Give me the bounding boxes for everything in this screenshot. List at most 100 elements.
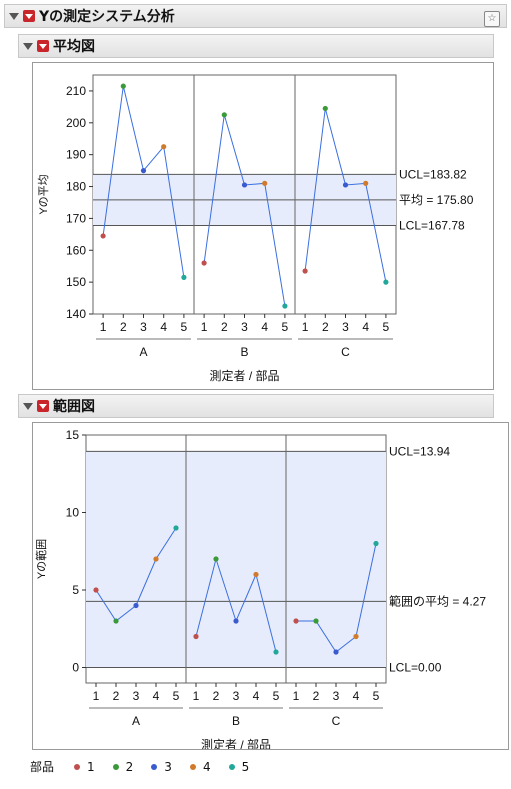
- data-point: [113, 618, 119, 624]
- data-point: [241, 182, 248, 188]
- mean-chart-panel: UCL=183.82 平均 = 175.80 LCL=167.78 140 150 160…: [32, 62, 494, 390]
- data-point: [221, 112, 227, 118]
- data-point: [93, 587, 99, 593]
- data-point: [233, 618, 239, 624]
- mean-chart: UCL=183.82 平均 = 175.80 LCL=167.78 140 150 160…: [37, 74, 474, 383]
- group-label: A: [132, 714, 140, 728]
- data-point: [120, 83, 126, 89]
- mean-chart-header[interactable]: 平均図: [18, 34, 494, 58]
- x-tick-label: 3: [333, 689, 340, 703]
- x-tick-label: 5: [181, 320, 188, 334]
- data-point: [213, 556, 219, 562]
- collapse-icon[interactable]: [9, 12, 19, 20]
- data-point: [293, 618, 299, 624]
- x-tick-label: 4: [253, 689, 260, 703]
- red-triangle-menu-icon[interactable]: [37, 400, 49, 412]
- data-point: [342, 182, 349, 188]
- x-tick-label: 1: [302, 320, 309, 334]
- data-point: [282, 303, 288, 309]
- data-point: [383, 279, 389, 285]
- y-axis-label: Yの範囲: [34, 539, 48, 579]
- x-tick-label: 2: [313, 689, 320, 703]
- mean-chart-title: 平均図: [53, 39, 95, 55]
- x-tick-label: 1: [100, 320, 107, 334]
- y-tick-label: 210: [66, 84, 86, 98]
- collapse-icon[interactable]: [23, 42, 33, 50]
- y-tick-label: 200: [66, 116, 86, 130]
- center-label: 平均 = 175.80: [399, 193, 474, 207]
- legend-dot-icon: [189, 763, 196, 770]
- group-label: B: [232, 714, 240, 728]
- data-point: [201, 260, 207, 266]
- x-tick-label: 2: [213, 689, 220, 703]
- x-tick-label: 4: [153, 689, 160, 703]
- x-tick-label: 1: [293, 689, 300, 703]
- group-label: C: [332, 714, 341, 728]
- data-point: [140, 168, 147, 174]
- y-tick-label: 5: [72, 583, 79, 597]
- red-triangle-menu-icon[interactable]: [23, 10, 35, 22]
- x-tick-label: 5: [282, 320, 289, 334]
- report-title: Yの測定システム分析: [39, 9, 175, 25]
- data-point: [373, 540, 379, 547]
- legend-dot-icon: [112, 763, 119, 770]
- star-icon[interactable]: ☆: [484, 11, 500, 27]
- range-chart-title: 範囲図: [53, 399, 95, 415]
- y-axis-label: Yの平均: [37, 174, 50, 214]
- collapse-icon[interactable]: [23, 402, 33, 410]
- data-point: [193, 633, 199, 640]
- legend-dot-icon: [151, 763, 158, 770]
- legend-item[interactable]: 2: [112, 759, 134, 774]
- group-label: B: [240, 345, 248, 359]
- y-tick-label: 10: [66, 506, 80, 520]
- data-point: [133, 602, 139, 609]
- red-triangle-menu-icon[interactable]: [37, 40, 49, 52]
- legend: 部品 1 2 3 4 5: [30, 758, 267, 775]
- legend-dot-icon: [74, 763, 81, 770]
- legend-item[interactable]: 5: [228, 759, 250, 774]
- y-tick-label: 180: [66, 180, 86, 194]
- legend-item[interactable]: 3: [151, 760, 172, 774]
- data-point: [353, 633, 359, 640]
- lcl-label: LCL=167.78: [399, 218, 465, 232]
- x-tick-label: 2: [322, 320, 329, 334]
- range-chart-panel: UCL=13.94 範囲の平均 = 4.27 LCL=0.00 0 5 10 15 Yの範囲 1…: [32, 422, 509, 750]
- x-tick-label: 4: [261, 320, 268, 334]
- center-label: 範囲の平均 = 4.27: [389, 593, 486, 608]
- data-point: [262, 180, 268, 186]
- data-point: [302, 268, 308, 274]
- y-tick-label: 150: [66, 275, 86, 289]
- legend-item-label: 2: [125, 759, 134, 774]
- report-header[interactable]: Yの測定システム分析 ☆: [4, 4, 507, 28]
- data-point: [181, 274, 187, 280]
- y-tick-label: 160: [66, 243, 86, 257]
- x-tick-label: 3: [241, 320, 248, 334]
- group-label: C: [341, 345, 350, 359]
- x-tick-label: 5: [173, 689, 180, 703]
- legend-item[interactable]: 1: [74, 760, 95, 774]
- range-chart-header[interactable]: 範囲図: [18, 394, 494, 418]
- x-tick-label: 3: [140, 320, 147, 334]
- legend-item-label: 5: [241, 759, 250, 774]
- x-tick-label: 3: [133, 689, 140, 703]
- x-axis-label: 測定者 / 部品: [201, 737, 271, 749]
- legend-item[interactable]: 4: [189, 760, 211, 774]
- y-tick-label: 15: [66, 428, 80, 442]
- legend-dot-icon: [228, 763, 235, 770]
- data-point: [253, 571, 259, 578]
- data-point: [273, 649, 279, 655]
- data-point: [363, 180, 369, 186]
- data-point: [161, 144, 167, 150]
- x-tick-label: 2: [120, 320, 127, 334]
- x-tick-label: 3: [342, 320, 349, 334]
- y-tick-label: 0: [72, 661, 79, 675]
- x-tick-label: 4: [362, 320, 369, 334]
- x-tick-label: 2: [113, 689, 120, 703]
- data-point: [313, 618, 319, 624]
- data-point: [153, 556, 159, 562]
- ucl-label: UCL=183.82: [399, 167, 467, 181]
- control-limit-band: [86, 451, 386, 668]
- x-tick-label: 4: [160, 320, 167, 334]
- x-tick-label: 1: [201, 320, 208, 334]
